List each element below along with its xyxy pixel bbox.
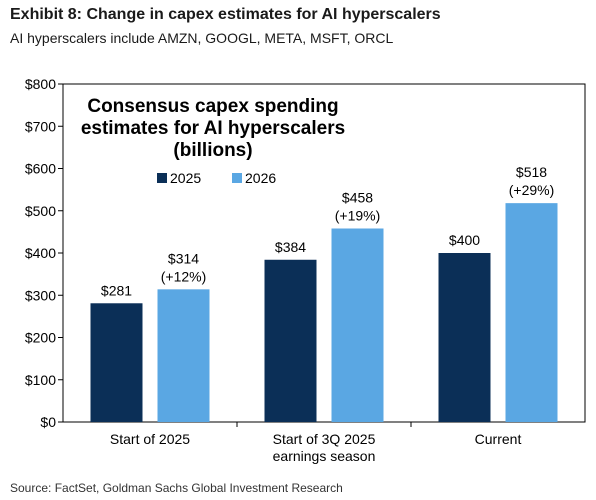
x-tick-label: Current	[475, 431, 522, 447]
legend-swatch-2026	[232, 173, 242, 183]
bar-2025-1	[264, 259, 317, 422]
legend-swatch-2025	[157, 173, 167, 183]
y-tick-label: $600	[25, 161, 56, 177]
exhibit-title: Exhibit 8: Change in capex estimates for…	[10, 6, 441, 23]
y-tick-label: $500	[25, 203, 56, 219]
chart-title: estimates for AI hyperscalers	[81, 118, 345, 139]
y-tick-label: $100	[25, 372, 56, 388]
y-tick-label: $400	[25, 245, 56, 261]
bar-2026-0	[157, 289, 210, 422]
data-label: $458	[342, 189, 373, 205]
bar-2025-2	[438, 253, 491, 422]
y-tick-label: $0	[40, 414, 56, 430]
data-label: $518	[516, 164, 547, 180]
y-tick-label: $800	[25, 76, 56, 92]
bar-2026-2	[505, 203, 558, 422]
y-tick-label: $200	[25, 330, 56, 346]
chart-title: (billions)	[173, 140, 252, 161]
y-tick-label: $700	[25, 118, 56, 134]
legend-label: 2025	[170, 170, 201, 186]
y-tick-label: $300	[25, 287, 56, 303]
x-tick-label: Start of 2025	[110, 431, 190, 447]
bar-2026-1	[331, 228, 384, 422]
exhibit-subtitle: AI hyperscalers include AMZN, GOOGL, MET…	[10, 30, 394, 46]
bar-2025-0	[90, 303, 143, 422]
data-label: (+29%)	[509, 182, 555, 198]
data-label: $400	[449, 232, 480, 248]
source-note: Source: FactSet, Goldman Sachs Global In…	[10, 481, 343, 495]
x-tick-label: Start of 3Q 2025	[273, 431, 376, 447]
legend-label: 2026	[245, 170, 276, 186]
data-label: (+19%)	[335, 207, 381, 223]
data-label: $281	[101, 282, 132, 298]
data-label: $384	[275, 239, 306, 255]
bar-chart: $0 $100 $200 $300 $400 $500 $600 $700 $800 $281 $3…	[25, 76, 586, 464]
data-label: (+12%)	[161, 268, 207, 284]
data-label: $314	[168, 250, 199, 266]
chart-title: Consensus capex spending	[87, 96, 338, 117]
x-tick-label: earnings season	[273, 448, 376, 464]
